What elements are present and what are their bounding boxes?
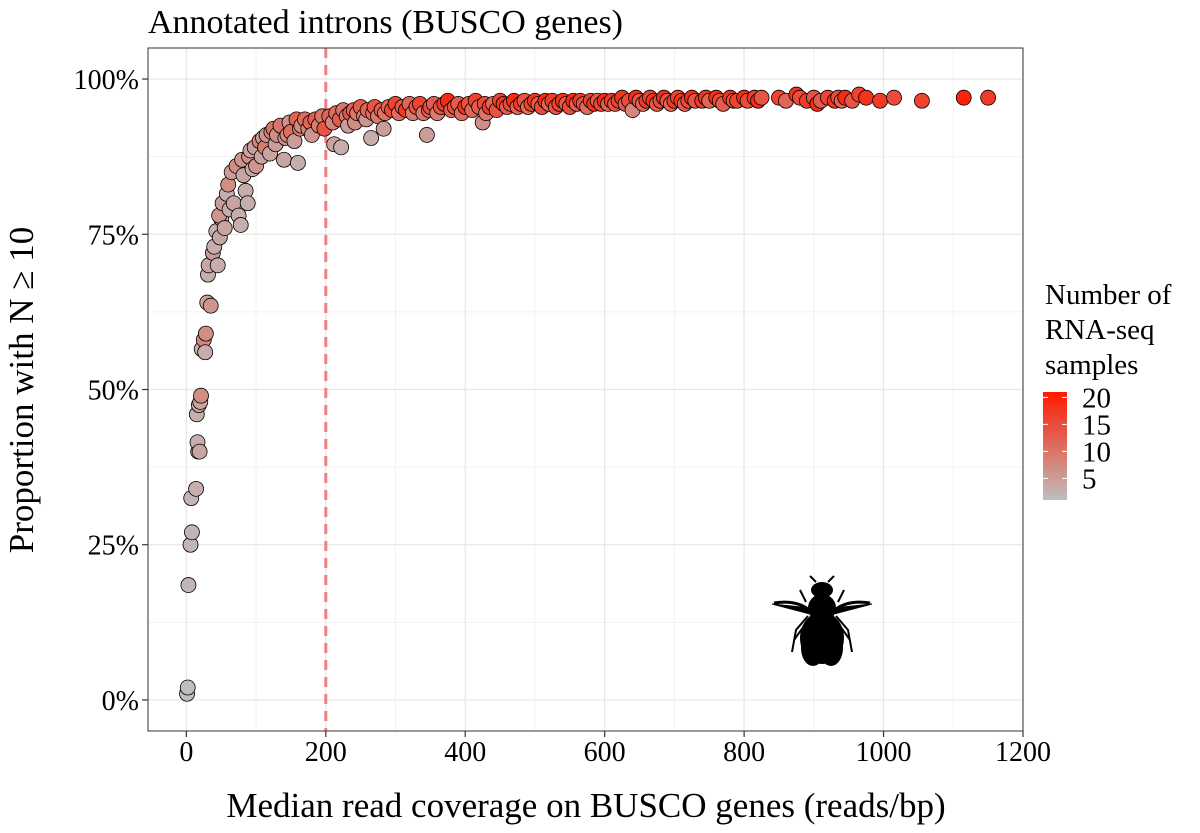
data-point: [955, 89, 972, 106]
data-point: [180, 577, 197, 593]
y-tick-label: 100%: [74, 65, 139, 96]
data-point: [232, 217, 249, 233]
x-tick-label: 0: [179, 737, 193, 768]
data-point: [375, 120, 392, 137]
data-point: [202, 297, 219, 314]
data-point: [914, 92, 930, 109]
data-point: [191, 443, 208, 460]
data-point: [290, 154, 306, 171]
legend-tick-label: 15: [1082, 409, 1111, 441]
data-point: [197, 325, 214, 342]
y-axis-title: Proportion with N ≥ 10: [2, 227, 41, 553]
x-tick-label: 800: [723, 737, 765, 768]
data-point: [980, 89, 997, 106]
y-tick-label: 25%: [88, 531, 139, 562]
legend-title-line-1: Number of: [1045, 279, 1172, 311]
data-point: [872, 92, 888, 109]
legend-title-line-3: samples: [1045, 349, 1138, 381]
legend-tick-label: 5: [1082, 463, 1097, 495]
data-points: [179, 86, 997, 702]
data-point: [753, 89, 770, 106]
data-point: [197, 344, 214, 361]
fly-silhouette-icon: [771, 575, 873, 666]
x-tick-label: 600: [584, 737, 626, 768]
data-point: [239, 195, 256, 212]
data-point: [188, 480, 205, 497]
y-tick-label: 75%: [88, 220, 139, 251]
x-axis-title: Median read coverage on BUSCO genes (rea…: [226, 786, 945, 825]
x-axis: 0 200 400 600 800 1000 1200: [179, 731, 1051, 768]
y-axis: 0% 25% 50% 75% 100%: [74, 65, 148, 717]
data-point: [886, 89, 902, 106]
x-tick-label: 1200: [995, 737, 1051, 768]
legend-title-line-2: RNA-seq: [1045, 314, 1155, 346]
data-point: [216, 220, 233, 236]
x-tick-label: 200: [305, 737, 347, 768]
data-point: [276, 151, 292, 168]
legend-tick-label: 10: [1082, 436, 1111, 468]
data-point: [209, 257, 226, 274]
data-point: [333, 139, 350, 156]
x-tick-label: 400: [444, 737, 486, 768]
data-point: [179, 679, 196, 696]
data-point: [858, 89, 875, 106]
x-tick-label: 1000: [856, 737, 912, 768]
y-tick-label: 50%: [88, 376, 139, 407]
data-point: [363, 130, 380, 146]
y-tick-label: 0%: [102, 686, 139, 717]
legend-color-bar: [1043, 392, 1067, 500]
data-point: [418, 127, 435, 143]
chart-title: Annotated introns (BUSCO genes): [148, 4, 623, 41]
legend-tick-label: 20: [1082, 382, 1111, 414]
data-point: [193, 387, 209, 404]
legend-title: Number of RNA-seq samples: [1045, 279, 1179, 381]
data-point: [184, 524, 200, 541]
